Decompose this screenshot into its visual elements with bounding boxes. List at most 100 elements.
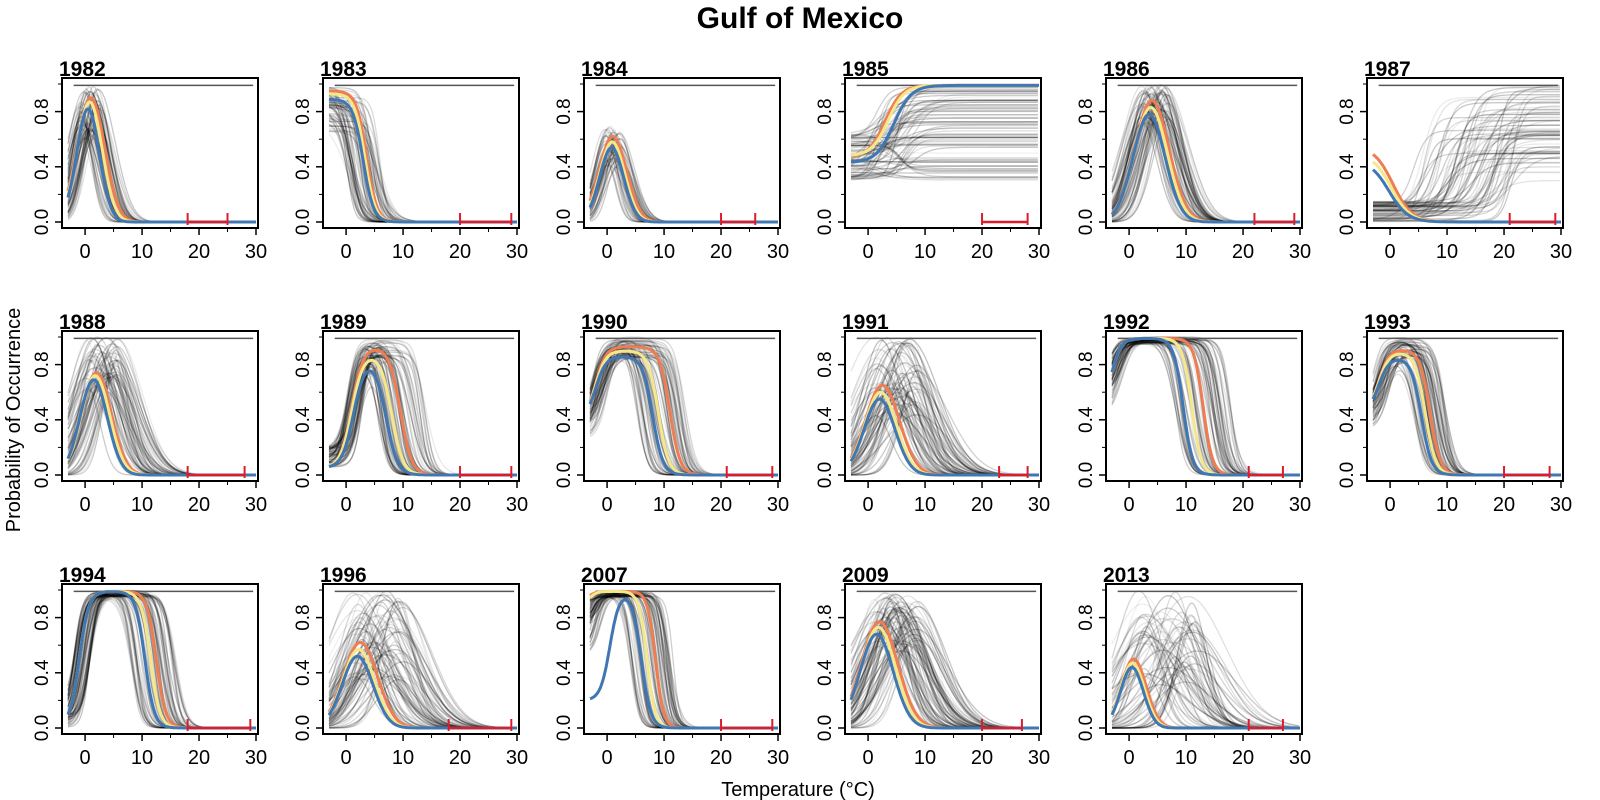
x-tick-label: 20 (1493, 241, 1515, 263)
x-tick-label: 10 (914, 494, 936, 516)
plot-area (849, 336, 1039, 477)
ensemble-curve (328, 606, 516, 729)
ensemble-curve (851, 138, 1038, 170)
ensemble-curve (1372, 365, 1560, 476)
x-axis: 0 10 20 30 (602, 481, 789, 516)
ensemble-curve (1111, 595, 1300, 727)
ensemble-curve (589, 595, 777, 729)
ensemble-curve (1373, 139, 1560, 217)
ensemble-curve (1372, 355, 1560, 476)
ensemble-curve (589, 594, 777, 729)
ensemble-curve (1372, 348, 1560, 476)
y-tick-label: 0.8 (293, 98, 314, 124)
x-tick-label: 0 (863, 494, 874, 516)
ensemble-curve (589, 594, 777, 729)
ensemble-curve (1372, 353, 1560, 476)
range-marker (981, 719, 1023, 731)
ensemble-curve (1372, 354, 1560, 476)
ensemble-curve (1372, 355, 1560, 476)
ensemble-curve (1373, 138, 1560, 217)
ensemble-curve (589, 594, 777, 729)
panel-title: 1983 (320, 58, 367, 81)
ensemble-curve (1111, 631, 1299, 729)
panel-1984: 1984 0 10 20 30 0.0 0.4 0.8 (554, 58, 789, 263)
ensemble-curve (589, 595, 777, 729)
ensemble-curve (850, 159, 1038, 163)
x-tick-label: 10 (914, 747, 936, 769)
x-tick-label: 20 (449, 747, 471, 769)
ensemble-curve (851, 106, 1038, 145)
ensemble-curve (851, 160, 1038, 163)
x-tick-label: 10 (1175, 747, 1197, 769)
ensemble-curve (1372, 346, 1560, 476)
ensemble-curve (1372, 355, 1560, 476)
y-tick-label: 0.8 (815, 98, 836, 124)
plot-area (66, 336, 256, 477)
panel-1985: 1985 0 10 20 30 0.0 0.4 0.8 (815, 58, 1050, 263)
x-tick-label: 0 (602, 747, 613, 769)
x-axis: 0 10 20 30 (341, 481, 528, 516)
y-tick-label: 0.4 (32, 659, 53, 686)
x-tick-label: 0 (863, 241, 874, 263)
ensemble-curve (1373, 112, 1560, 220)
x-tick-label: 0 (1124, 241, 1135, 263)
panel-1994: 1994 0 10 20 30 0.0 0.4 0.8 (32, 564, 267, 769)
ensemble-curve (589, 594, 777, 729)
x-tick-label: 0 (341, 747, 352, 769)
ensemble-curve (1372, 369, 1560, 476)
x-tick-label: 30 (767, 747, 789, 769)
plot-area (66, 84, 256, 224)
ensemble-curve (851, 160, 1038, 163)
ensemble-curve (589, 594, 777, 729)
ensemble-curves (1372, 336, 1560, 476)
ensemble-curve (1373, 85, 1560, 206)
ensemble-curve (589, 595, 777, 729)
ensemble-curve (1372, 346, 1560, 476)
range-marker (186, 719, 252, 731)
ensemble-curve (850, 159, 1038, 170)
ensemble-curve (589, 596, 777, 729)
ensemble-curve (850, 104, 1038, 167)
x-axis: 0 10 20 30 (602, 734, 789, 769)
x-tick-label: 20 (1493, 494, 1515, 516)
panel-title: 1991 (842, 311, 889, 334)
ensemble-curve (589, 595, 777, 729)
x-tick-label: 20 (710, 494, 732, 516)
range-marker (459, 466, 513, 478)
ensemble-curve (589, 151, 777, 223)
x-axis: 0 10 20 30 (1385, 228, 1572, 263)
panel-frame (61, 330, 259, 482)
ensemble-curve (851, 157, 1038, 167)
y-axis: 0.0 0.4 0.8 (293, 336, 323, 488)
ensemble-curve (850, 101, 1038, 170)
ensemble-curve (589, 595, 777, 729)
x-tick-label: 0 (80, 747, 91, 769)
ensemble-curve (589, 595, 777, 729)
ensemble-curve (1373, 130, 1560, 216)
y-tick-label: 0.0 (1337, 462, 1358, 488)
ensemble-curve (1373, 116, 1560, 220)
ensemble-curve (850, 117, 1038, 164)
plot-area (1110, 84, 1300, 224)
range-marker (725, 466, 774, 478)
ensemble-curve (1372, 361, 1560, 476)
x-tick-label: 30 (506, 747, 528, 769)
y-tick-label: 0.0 (32, 209, 53, 235)
ensemble-curve (1372, 353, 1560, 476)
ensemble-curve (589, 596, 777, 729)
y-tick-label: 0.8 (1337, 351, 1358, 377)
plot-area (1110, 336, 1300, 477)
ensemble-curve (1373, 109, 1560, 220)
y-tick-label: 0.4 (293, 659, 314, 686)
ensemble-curve (850, 110, 1038, 178)
ensemble-curve (851, 136, 1038, 178)
x-axis-label: Temperature (°C) (721, 779, 875, 800)
range-marker (1247, 719, 1284, 731)
x-tick-label: 30 (1289, 494, 1311, 516)
panel-title: 1993 (1364, 311, 1411, 334)
ensemble-curve (1372, 362, 1560, 476)
y-tick-label: 0.0 (1337, 209, 1358, 235)
y-axis: 0.0 0.4 0.8 (815, 589, 845, 741)
range-marker (1508, 213, 1557, 225)
